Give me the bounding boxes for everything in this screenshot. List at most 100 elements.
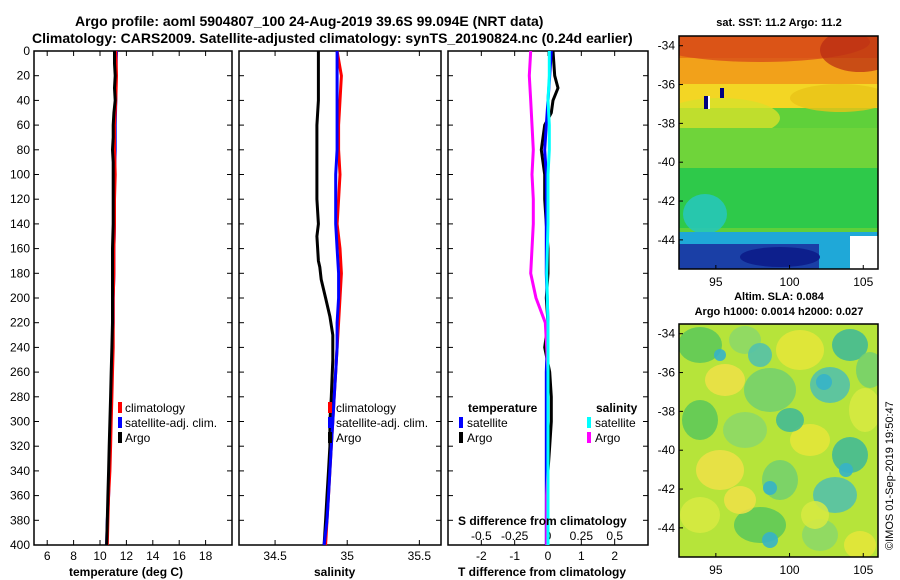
temperature-legend: climatology satellite-adj. clim. Argo — [118, 401, 217, 445]
temperature-panel: 0 20 40 60 80 100 120 140 160 180 200 220 240 260 280 3… — [10, 44, 233, 579]
sst-argo-marker-edge — [708, 96, 710, 109]
y-tick-label: 180 — [10, 266, 30, 280]
sla-blob — [856, 352, 878, 388]
series-line-s-satellite — [545, 51, 551, 545]
sla-map-axes: 95 100 105 -34 -36 -38 -40 -42 -44 — [658, 327, 874, 577]
salinity-lines — [315, 50, 343, 546]
sla-low-spot — [762, 532, 778, 548]
legend-label-s-argo: Argo — [595, 431, 621, 445]
sst-map-title: sat. SST: 11.2 Argo: 11.2 — [716, 17, 842, 29]
x-tick-label: 14 — [146, 549, 160, 563]
sst-cool-eddy — [683, 194, 727, 234]
sla-blob — [682, 400, 718, 440]
y-tick-label: 200 — [10, 291, 30, 305]
legend-label-satellite-adj: satellite-adj. clim. — [336, 416, 428, 430]
x-tick-label: -2 — [476, 549, 487, 563]
map-x-tick-label: 105 — [853, 275, 873, 289]
x-tick-label: 35 — [341, 549, 355, 563]
y-tick-label: 60 — [17, 118, 31, 132]
sla-blob — [801, 501, 829, 529]
x-tick-label: 10 — [93, 549, 107, 563]
depth-axis: 0 20 40 60 80 100 120 140 160 180 200 220 240 260 280 3… — [10, 44, 232, 552]
difference-panel: -2 -1 0 1 2 -0.5 -0.25 0 0.25 0.5 S difference f… — [447, 50, 649, 579]
sst-argo-marker-2 — [720, 88, 724, 98]
y-tick-label: 100 — [10, 168, 30, 182]
legend-swatch-s-argo — [587, 432, 591, 443]
sst-map: sat. SST: 11.2 Argo: 11.2 95 100 105 -34 -36… — [658, 17, 879, 289]
figure-title-line1: Argo profile: aoml 5904807_100 24-Aug-20… — [75, 13, 543, 29]
legend-swatch-satellite-adj — [328, 417, 332, 428]
sla-blob — [849, 388, 878, 432]
sla-blob — [832, 437, 868, 473]
legend-label-s-satellite: satellite — [595, 416, 636, 430]
y-tick-label: 20 — [17, 69, 31, 83]
map-y-tick-label: -40 — [658, 155, 676, 169]
sla-low-spot — [839, 463, 853, 477]
legend-label-argo: Argo — [336, 431, 362, 445]
x-tick-label: 2 — [611, 549, 618, 563]
salinity-depth-ticks — [239, 50, 441, 546]
legend-label-t-argo: Argo — [467, 431, 493, 445]
map-y-tick-label: -36 — [658, 78, 676, 92]
series-line-argo — [105, 51, 117, 546]
salinity-xlabel: salinity — [314, 565, 356, 579]
salinity-legend: climatology satellite-adj. clim. Argo — [328, 401, 428, 445]
legend-label-climatology: climatology — [336, 401, 396, 415]
x-tick-label: 16 — [173, 549, 187, 563]
y-tick-label: 120 — [10, 192, 30, 206]
x-tick-label: 35.5 — [408, 549, 432, 563]
map-x-tick-label: 100 — [780, 563, 800, 577]
x-tick-label: 6 — [44, 549, 51, 563]
map-y-tick-label: -44 — [658, 233, 676, 247]
sst-map-field — [679, 36, 878, 269]
map-x-tick-label: 100 — [780, 275, 800, 289]
sla-map-title-line1: Altim. SLA: 0.084 — [734, 291, 825, 303]
legend-title-temperature: temperature — [468, 401, 538, 415]
map-y-tick-label: -42 — [658, 194, 676, 208]
sla-blob — [844, 531, 876, 557]
map-y-tick-label: -34 — [658, 327, 676, 341]
sla-low-spot — [763, 481, 777, 495]
legend-label-argo: Argo — [125, 431, 151, 445]
map-y-tick-label: -42 — [658, 482, 676, 496]
y-tick-label: 80 — [17, 143, 31, 157]
y-tick-label: 260 — [10, 365, 30, 379]
y-tick-label: 400 — [10, 538, 30, 552]
sst-green-band — [679, 128, 878, 168]
x-tick-label: -1 — [509, 549, 520, 563]
y-tick-label: 40 — [17, 93, 31, 107]
y-tick-label: 0 — [23, 44, 30, 58]
temperature-plot-frame — [33, 50, 233, 546]
y-tick-label: 380 — [10, 513, 30, 527]
y-tick-label: 160 — [10, 242, 30, 256]
legend-title-salinity: salinity — [596, 401, 638, 415]
sst-hot-patch-east — [820, 36, 878, 72]
sla-blob — [696, 450, 744, 490]
temperature-xlabel: temperature (deg C) — [69, 565, 183, 579]
legend-label-satellite-adj: satellite-adj. clim. — [125, 416, 217, 430]
sla-map: Altim. SLA: 0.084 Argo h1000: 0.0014 h20… — [658, 291, 879, 577]
sla-blob — [776, 408, 804, 432]
y-tick-label: 280 — [10, 390, 30, 404]
legend-swatch-satellite-adj — [118, 417, 122, 428]
legend-swatch-t-argo — [459, 432, 463, 443]
legend-label-climatology: climatology — [125, 401, 185, 415]
sla-low-spot — [816, 374, 832, 390]
sla-blob — [813, 477, 857, 513]
legend-swatch-argo — [118, 432, 122, 443]
map-y-tick-label: -44 — [658, 521, 676, 535]
sst-coldest-core — [740, 247, 820, 267]
x-tick-label: 34.5 — [263, 549, 287, 563]
legend-swatch-s-satellite — [587, 417, 591, 428]
temperature-lines — [105, 50, 118, 546]
s-tick-label: 0.5 — [606, 529, 623, 543]
legend-swatch-climatology — [328, 402, 332, 413]
y-tick-label: 300 — [10, 415, 30, 429]
sla-blob — [790, 424, 830, 456]
y-tick-label: 220 — [10, 316, 30, 330]
y-tick-label: 340 — [10, 464, 30, 478]
sla-blob — [744, 368, 796, 412]
difference-lines — [527, 50, 560, 545]
legend-swatch-t-satellite — [459, 417, 463, 428]
sla-map-frame — [678, 323, 879, 558]
